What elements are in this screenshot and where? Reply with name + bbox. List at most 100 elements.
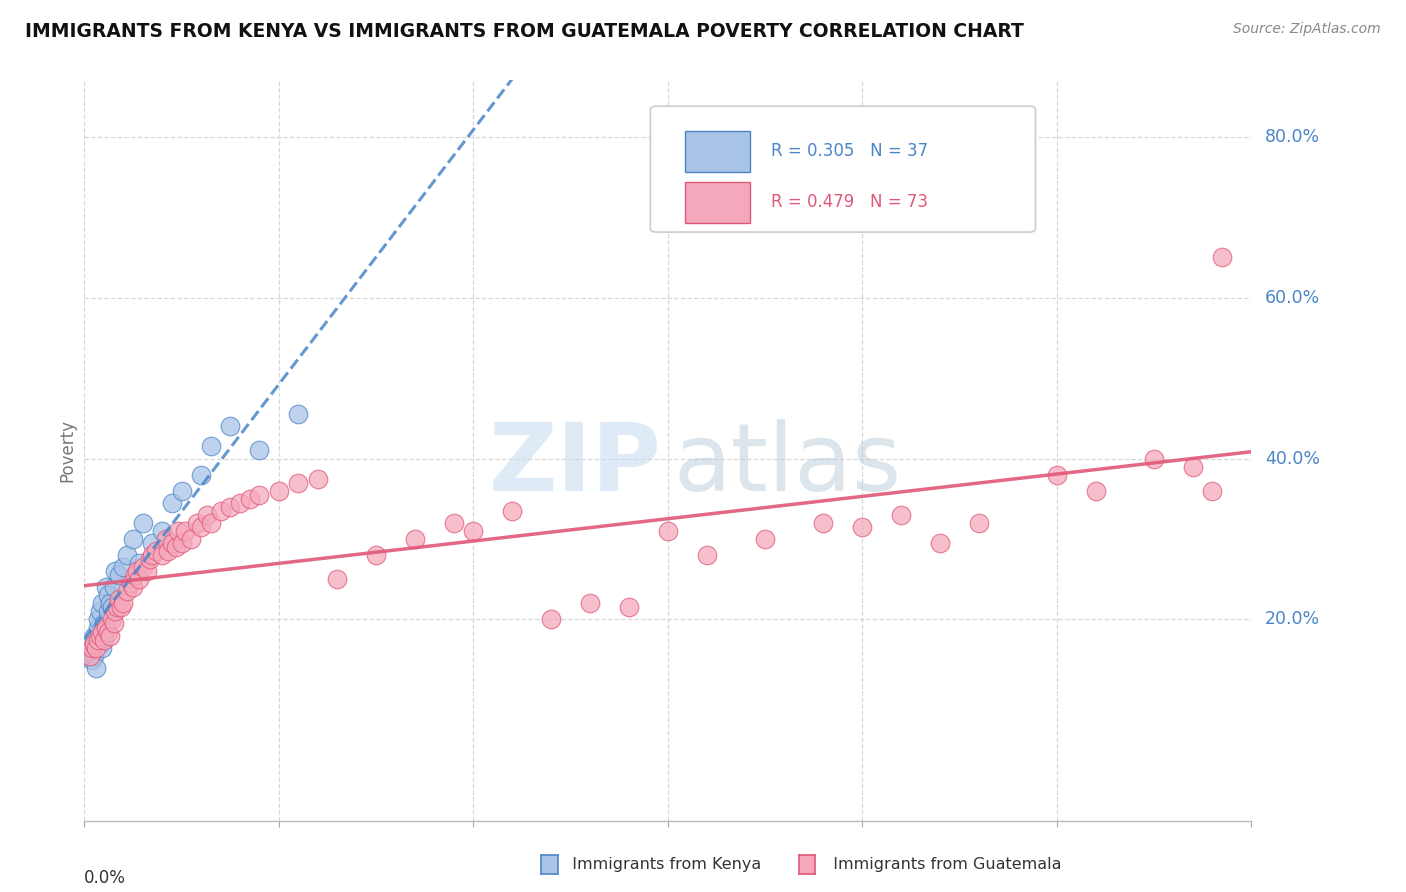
Point xyxy=(90,624,112,639)
Point xyxy=(89,628,111,642)
Point xyxy=(156,544,179,558)
Point xyxy=(141,536,163,550)
Point xyxy=(112,560,135,574)
Point xyxy=(90,640,112,655)
Point xyxy=(174,524,197,538)
Point xyxy=(890,508,912,522)
FancyBboxPatch shape xyxy=(651,106,1035,232)
Point xyxy=(97,588,120,602)
Point xyxy=(967,516,990,530)
Point xyxy=(200,439,222,453)
Point xyxy=(366,548,388,562)
Point xyxy=(249,488,271,502)
Point xyxy=(75,648,97,663)
Point xyxy=(82,653,104,667)
Point xyxy=(120,576,142,591)
Point xyxy=(1046,467,1069,482)
Point xyxy=(754,532,776,546)
Point xyxy=(93,632,115,647)
Text: 60.0%: 60.0% xyxy=(1265,288,1320,307)
Text: IMMIGRANTS FROM KENYA VS IMMIGRANTS FROM GUATEMALA POVERTY CORRELATION CHART: IMMIGRANTS FROM KENYA VS IMMIGRANTS FROM… xyxy=(25,22,1024,41)
Point xyxy=(100,612,122,626)
Point xyxy=(160,496,183,510)
Text: Source: ZipAtlas.com: Source: ZipAtlas.com xyxy=(1233,22,1381,37)
Point xyxy=(229,496,252,510)
Point xyxy=(267,483,290,498)
Point xyxy=(108,592,131,607)
Point xyxy=(617,600,640,615)
Point xyxy=(1181,459,1204,474)
FancyBboxPatch shape xyxy=(685,182,749,223)
Point xyxy=(1201,483,1223,498)
Point xyxy=(190,467,212,482)
Point xyxy=(128,556,150,570)
Text: 80.0%: 80.0% xyxy=(1265,128,1320,145)
Point xyxy=(696,548,718,562)
Point xyxy=(84,640,107,655)
Point xyxy=(128,572,150,586)
Point xyxy=(108,568,131,582)
Point xyxy=(79,648,101,663)
Point xyxy=(219,500,242,514)
Point xyxy=(404,532,426,546)
Point xyxy=(77,645,100,659)
Point xyxy=(200,516,222,530)
Point xyxy=(166,524,188,538)
Point xyxy=(87,612,110,626)
Point xyxy=(103,580,125,594)
Point xyxy=(287,475,309,490)
Point xyxy=(93,616,115,631)
Text: Immigrants from Kenya: Immigrants from Kenya xyxy=(562,857,762,872)
Point xyxy=(249,443,271,458)
Point xyxy=(94,620,117,634)
Point xyxy=(170,536,193,550)
Point xyxy=(87,632,110,647)
Point xyxy=(79,637,101,651)
Text: R = 0.305   N = 37: R = 0.305 N = 37 xyxy=(770,143,928,161)
Point xyxy=(104,604,127,618)
Point xyxy=(155,532,177,546)
Point xyxy=(540,612,562,626)
Point xyxy=(83,628,105,642)
Point xyxy=(93,628,115,642)
Point xyxy=(1211,250,1233,264)
Point xyxy=(82,640,104,655)
Point xyxy=(135,564,157,578)
Point xyxy=(122,532,145,546)
Point xyxy=(132,516,155,530)
Point xyxy=(97,604,120,618)
Point xyxy=(209,504,232,518)
Text: atlas: atlas xyxy=(673,419,901,511)
Point xyxy=(145,544,167,558)
Text: R = 0.479   N = 73: R = 0.479 N = 73 xyxy=(770,194,928,211)
Point xyxy=(307,472,329,486)
Point xyxy=(239,491,262,506)
Point xyxy=(463,524,485,538)
Point xyxy=(89,637,111,651)
Point xyxy=(97,624,120,639)
Point xyxy=(115,584,138,599)
Point xyxy=(98,628,121,642)
Point xyxy=(107,600,129,615)
Point xyxy=(657,524,679,538)
Point xyxy=(1084,483,1107,498)
Point xyxy=(1143,451,1166,466)
Point xyxy=(103,616,125,631)
Point xyxy=(125,564,148,578)
Point xyxy=(139,552,162,566)
Point xyxy=(813,516,835,530)
Point xyxy=(443,516,465,530)
Point xyxy=(160,536,183,550)
Point xyxy=(141,548,163,562)
Point xyxy=(87,620,110,634)
Point xyxy=(287,407,309,421)
Point xyxy=(195,508,218,522)
Text: 0.0%: 0.0% xyxy=(84,869,127,887)
Point xyxy=(219,419,242,434)
Text: Immigrants from Guatemala: Immigrants from Guatemala xyxy=(823,857,1062,872)
Point xyxy=(110,600,132,615)
Text: 40.0%: 40.0% xyxy=(1265,450,1320,467)
Point xyxy=(501,504,523,518)
FancyBboxPatch shape xyxy=(685,131,749,172)
Point xyxy=(124,568,146,582)
